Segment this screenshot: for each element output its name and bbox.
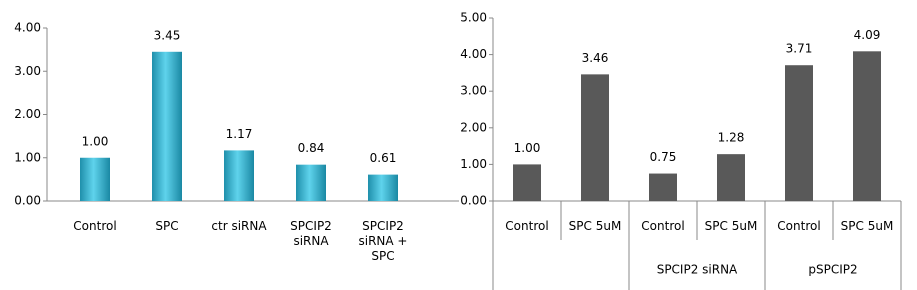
x-tick-label: Control <box>505 219 549 233</box>
x-tick-label: Control <box>641 219 685 233</box>
bar <box>785 65 813 202</box>
x-tick-label: SPCIP2 siRNA <box>290 219 332 248</box>
bar <box>368 174 398 201</box>
bar <box>649 173 677 201</box>
x-tick-label: SPC <box>155 219 179 233</box>
value-label: 4.09 <box>854 28 881 42</box>
x-tick-label: Control <box>777 219 821 233</box>
x-tick-label: SPC 5uM <box>840 219 894 233</box>
bar <box>224 150 254 201</box>
x-tick-label: SPC 5uM <box>568 219 622 233</box>
bar <box>296 164 326 201</box>
value-label: 0.61 <box>370 151 397 165</box>
value-label: 1.28 <box>718 131 745 145</box>
y-tick-label: 2.00 <box>14 107 41 121</box>
y-tick-label: 5.00 <box>460 11 487 25</box>
value-label: 1.00 <box>82 134 109 148</box>
value-label: 3.46 <box>582 51 609 65</box>
value-label: 1.17 <box>226 127 253 141</box>
value-label: 3.71 <box>786 42 813 56</box>
y-tick-label: 2.00 <box>460 120 487 134</box>
y-tick-label: 3.00 <box>460 84 487 98</box>
y-tick-label: 0.00 <box>460 194 487 208</box>
y-tick-label: 1.00 <box>14 150 41 164</box>
value-label: 3.45 <box>154 28 181 42</box>
group-label: SPCIP2 siRNA <box>657 263 738 277</box>
bar <box>152 51 182 201</box>
value-label: 0.75 <box>650 150 677 164</box>
group-label: pSPCIP2 <box>808 263 857 277</box>
value-label: 1.00 <box>514 141 541 155</box>
bar <box>717 154 745 201</box>
bar <box>513 164 541 201</box>
y-tick-label: 0.00 <box>14 194 41 208</box>
bar <box>80 157 110 201</box>
y-tick-label: 4.00 <box>14 21 41 35</box>
y-tick-label: 3.00 <box>14 64 41 78</box>
x-tick-label: SPC 5uM <box>704 219 758 233</box>
y-tick-label: 1.00 <box>460 157 487 171</box>
bar <box>853 51 881 201</box>
bar <box>581 74 609 201</box>
y-tick-label: 4.00 <box>460 47 487 61</box>
x-tick-label: SPCIP2 siRNA + SPC <box>358 219 408 263</box>
x-tick-label: Control <box>73 219 117 233</box>
value-label: 0.84 <box>298 141 325 155</box>
x-tick-label: ctr siRNA <box>211 219 267 233</box>
